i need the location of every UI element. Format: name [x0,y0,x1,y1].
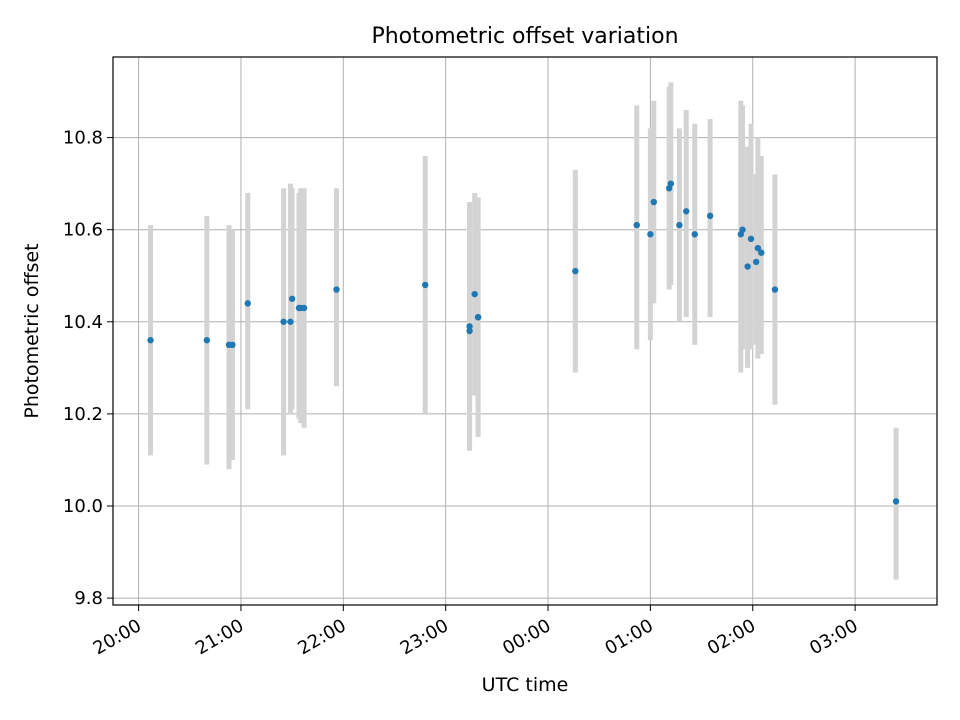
y-tick-label: 10.0 [63,496,103,517]
data-point [650,198,658,206]
data-point [706,212,714,220]
y-tick-label: 10.4 [63,312,103,333]
grid-lines [113,57,937,605]
data-point [203,337,211,344]
data-point [572,267,579,275]
data-point [747,235,755,243]
data-point [244,300,251,307]
data-point [691,231,698,238]
y-axis-ticks: 9.8 10.0 10.2 10.4 10.6 10.8 [63,128,113,609]
chart-title: Photometric offset variation [371,24,678,49]
y-tick-label: 10.8 [63,128,103,149]
data-points [147,180,900,505]
data-point [739,226,746,233]
data-point [752,258,760,266]
data-point [287,318,294,325]
data-point [421,281,429,289]
data-point [647,231,654,238]
data-point [683,208,690,215]
data-point [466,327,473,335]
y-axis-label: Photometric offset [21,243,43,418]
data-point [676,221,683,229]
data-point [280,318,287,325]
y-tick-label: 9.8 [74,588,103,609]
data-point [466,323,473,330]
data-point [471,290,478,298]
data-point [633,221,640,229]
data-point [474,313,482,321]
y-tick-label: 10.2 [63,404,103,425]
plot-frame [112,56,938,606]
data-point [892,498,900,505]
y-tick-label: 10.6 [63,220,103,241]
data-point [229,341,236,349]
data-point [147,337,154,344]
data-point [333,286,340,293]
data-point [667,180,675,187]
data-point [758,249,765,256]
data-point [300,304,308,312]
x-axis-label: UTC time [482,674,569,696]
data-point [744,263,751,270]
data-point [288,295,296,302]
data-point [771,286,779,293]
data-point [754,244,762,252]
